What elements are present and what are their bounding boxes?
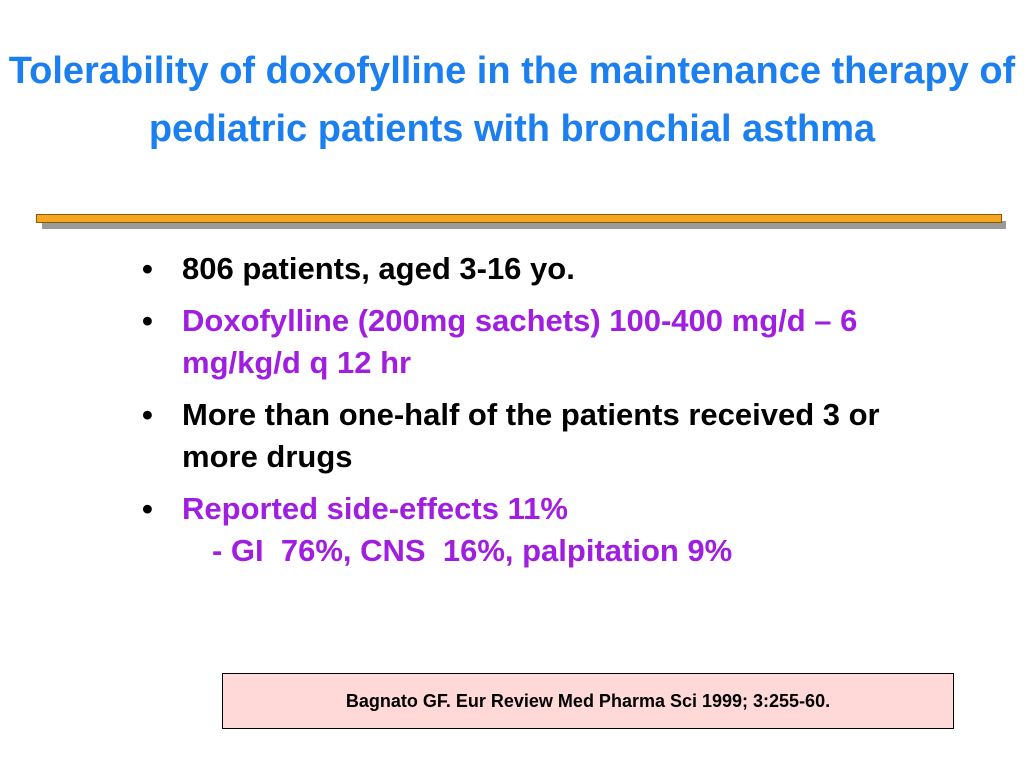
title: Tolerability of doxofylline in the maint…	[8, 50, 1016, 150]
reference-box: Bagnato GF. Eur Review Med Pharma Sci 19…	[222, 673, 954, 729]
divider	[36, 214, 1002, 223]
bullet-text: 806 patients, aged 3-16 yo.	[182, 251, 575, 286]
bullet: Doxofylline (200mg sachets) 100-400 mg/d…	[140, 300, 900, 384]
bullet: More than one-half of the patients recei…	[140, 394, 900, 478]
bullet-list: 806 patients, aged 3-16 yo. Doxofylline …	[140, 248, 900, 582]
divider-shadow	[42, 221, 1006, 229]
bullet: Reported side-effects 11% - GI 76%, CNS 1…	[140, 488, 900, 572]
sub-bullet: - GI 76%, CNS 16%, palpitation 9%	[212, 533, 733, 568]
bullet: 806 patients, aged 3-16 yo.	[140, 248, 900, 290]
bullet-text: Reported side-effects 11%	[182, 491, 568, 526]
reference: Bagnato GF. Eur Review Med Pharma Sci 19…	[345, 691, 831, 711]
bullet-text: Doxofylline (200mg sachets) 100-400 mg/d…	[182, 303, 858, 380]
bullet-text: More than one-half of the patients recei…	[182, 397, 880, 474]
